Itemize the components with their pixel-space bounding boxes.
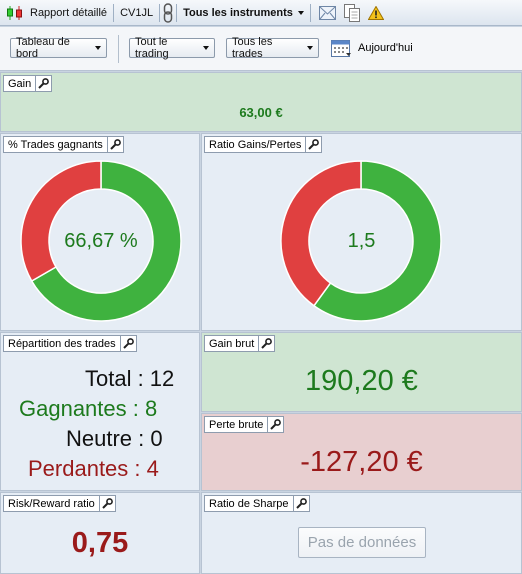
copy-icon [343, 3, 360, 22]
detailed-report-button[interactable]: Rapport détaillé [0, 0, 113, 26]
wrench-icon [38, 78, 50, 89]
win-loss-ratio-settings-button[interactable] [305, 137, 321, 152]
neutral-trades: Neutre : 0 [66, 426, 163, 451]
email-icon [318, 5, 336, 20]
gross-loss-panel: Perte brute -127,20 € [201, 413, 522, 491]
wrench-icon [270, 419, 282, 430]
risk-reward-settings-button[interactable] [98, 496, 115, 511]
warning-button[interactable] [364, 0, 388, 26]
gain-settings-button[interactable] [35, 76, 51, 91]
gross-gain-panel: Gain brut 190,20 € [201, 332, 522, 412]
wrench-icon [110, 139, 121, 150]
win-loss-ratio-panel: Ratio Gains/Pertes 1,5 [201, 133, 522, 331]
no-data-button[interactable]: Pas de données [298, 527, 426, 558]
win-loss-ratio-loss-segment [280, 160, 362, 307]
gross-gain-value: 190,20 € [305, 365, 418, 397]
dropdown-caret-icon [297, 10, 304, 15]
link-icon [163, 2, 173, 23]
risk-reward-title: Risk/Reward ratio [8, 497, 95, 510]
filter-toolbar: Tableau de bord Tout le trading Tous les… [0, 27, 522, 71]
trade-distribution-panel: Répartition des trades Total : 12 Gagnan… [0, 332, 200, 491]
win-loss-ratio-donut [280, 160, 442, 322]
trade-distribution-settings-button[interactable] [119, 336, 136, 351]
toolbar-divider [176, 3, 178, 22]
date-selector[interactable]: Aujourd'hui [331, 37, 413, 59]
win-rate-settings-button[interactable] [106, 137, 123, 152]
trade-distribution-title: Répartition des trades [8, 337, 116, 350]
gain-panel-header: Gain [3, 75, 53, 92]
win-loss-ratio-gain-segment [312, 160, 442, 322]
gross-gain-panel-header: Gain brut [204, 335, 276, 352]
copy-button[interactable] [340, 0, 364, 26]
gross-loss-panel-header: Perte brute [204, 416, 285, 433]
win-loss-ratio-title: Ratio Gains/Pertes [209, 138, 302, 151]
dashboard-dropdown[interactable]: Tableau de bord [10, 36, 107, 60]
date-label: Aujourd'hui [358, 42, 413, 54]
win-rate-panel: % Trades gagnants 66,67 % [0, 133, 200, 331]
wrench-icon [295, 498, 307, 509]
win-rate-won-segment [30, 160, 182, 322]
toolbar-divider [159, 3, 161, 22]
calendar-icon [331, 38, 352, 58]
dropdown-caret-icon [95, 46, 101, 50]
sharpe-ratio-panel-header: Ratio de Sharpe [204, 495, 310, 512]
gain-title: Gain [8, 77, 32, 90]
dropdown-caret-icon [203, 46, 209, 50]
toolbar-divider [309, 3, 311, 22]
instruments-dropdown[interactable]: Tous les instruments [177, 0, 310, 26]
toolbar-divider [118, 35, 119, 63]
gain-panel: Gain 63,00 € [0, 72, 522, 132]
wrench-icon [261, 338, 273, 349]
win-loss-ratio-value: 1,5 [347, 230, 376, 252]
win-rate-value: 66,67 % [64, 230, 138, 252]
detailed-report-label: Rapport détaillé [30, 6, 108, 19]
candlestick-icon [6, 5, 24, 21]
gain-value: 63,00 € [239, 105, 283, 120]
win-rate-lost-segment [20, 160, 102, 283]
win-rate-title: % Trades gagnants [8, 138, 103, 151]
risk-reward-panel: Risk/Reward ratio 0,75 [0, 492, 200, 574]
wrench-icon [308, 139, 320, 150]
gross-loss-value: -127,20 € [300, 446, 423, 478]
trade-distribution-panel-header: Répartition des trades [3, 335, 137, 352]
trades-label: Tous les trades [232, 36, 273, 60]
risk-reward-value: 0,75 [71, 527, 129, 559]
wrench-icon [102, 498, 113, 509]
warning-icon [367, 5, 384, 20]
dropdown-caret-icon [307, 46, 313, 50]
win-loss-ratio-panel-header: Ratio Gains/Pertes [204, 136, 323, 153]
instruments-label: Tous les instruments [183, 6, 293, 19]
email-button[interactable] [311, 0, 340, 26]
gross-loss-settings-button[interactable] [267, 417, 283, 432]
top-toolbar: Rapport détaillé CV1JL Tous les instrume… [0, 0, 522, 26]
account-label: CV1JL [120, 6, 154, 19]
trades-dropdown[interactable]: Tous les trades [226, 36, 319, 60]
sharpe-ratio-title: Ratio de Sharpe [209, 497, 289, 510]
win-rate-panel-header: % Trades gagnants [3, 136, 124, 153]
link-button[interactable] [160, 0, 176, 26]
losing-trades: Perdantes : 4 [28, 456, 159, 481]
wrench-icon [122, 338, 134, 349]
toolbar-divider [113, 3, 115, 22]
trading-label: Tout le trading [135, 36, 169, 60]
win-rate-donut [20, 160, 182, 322]
total-trades: Total : 12 [85, 366, 175, 391]
winning-trades: Gagnantes : 8 [19, 396, 158, 421]
gross-loss-title: Perte brute [209, 418, 264, 431]
dashboard-label: Tableau de bord [16, 36, 70, 60]
sharpe-ratio-panel: Ratio de Sharpe Pas de données [201, 492, 522, 574]
risk-reward-panel-header: Risk/Reward ratio [3, 495, 116, 512]
trading-dropdown[interactable]: Tout le trading [129, 36, 215, 60]
sharpe-ratio-settings-button[interactable] [292, 496, 309, 511]
gross-gain-settings-button[interactable] [258, 336, 274, 351]
account-selector[interactable]: CV1JL [114, 0, 159, 26]
gross-gain-title: Gain brut [209, 337, 255, 350]
